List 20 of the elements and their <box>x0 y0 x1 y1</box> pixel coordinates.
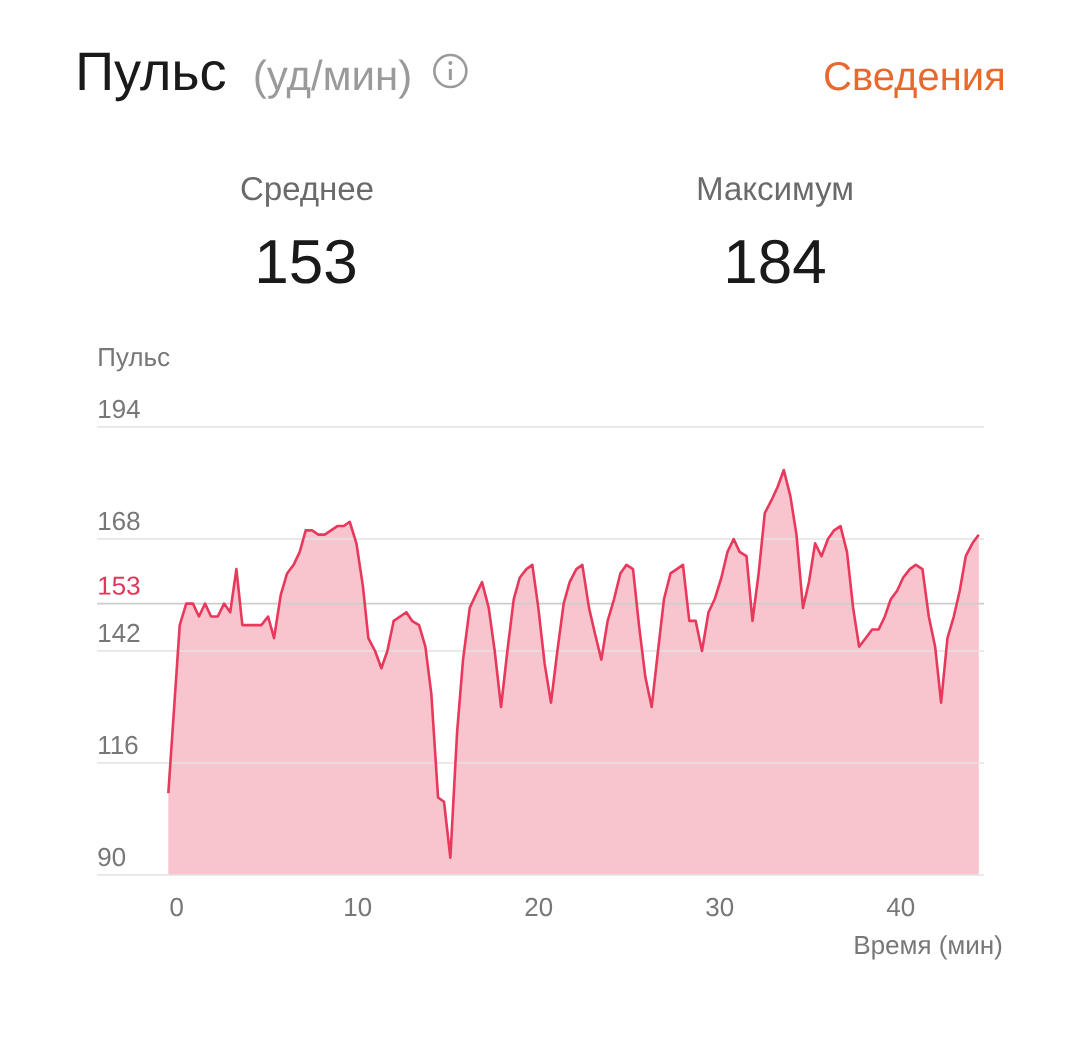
y-tick-label: 194 <box>99 399 140 419</box>
x-axis-title: Время (мин) <box>855 935 1002 960</box>
x-tick-label: 10 <box>345 897 372 917</box>
text: 153 <box>259 239 355 284</box>
y-tick-label: 142 <box>99 623 140 642</box>
x-tick-label: 40 <box>886 897 915 917</box>
text: 184 <box>728 239 825 284</box>
text: Среднее <box>241 176 373 207</box>
y-tick-label: 90 <box>98 847 126 867</box>
ref-line-label: 153 <box>99 576 140 595</box>
chart-title: Пульс <box>79 52 226 102</box>
chart-subtitle: (уд/мин) <box>255 59 410 99</box>
x-tick-label: 0 <box>170 897 183 917</box>
y-tick-label: 168 <box>99 511 140 531</box>
y-axis-title: Пульс <box>99 348 170 372</box>
x-tick-label: 20 <box>525 897 553 917</box>
x-tick-label: 30 <box>706 897 734 917</box>
text: Сведения <box>825 62 1003 98</box>
text: Максимум <box>698 177 852 207</box>
y-tick-label: 116 <box>99 735 138 755</box>
